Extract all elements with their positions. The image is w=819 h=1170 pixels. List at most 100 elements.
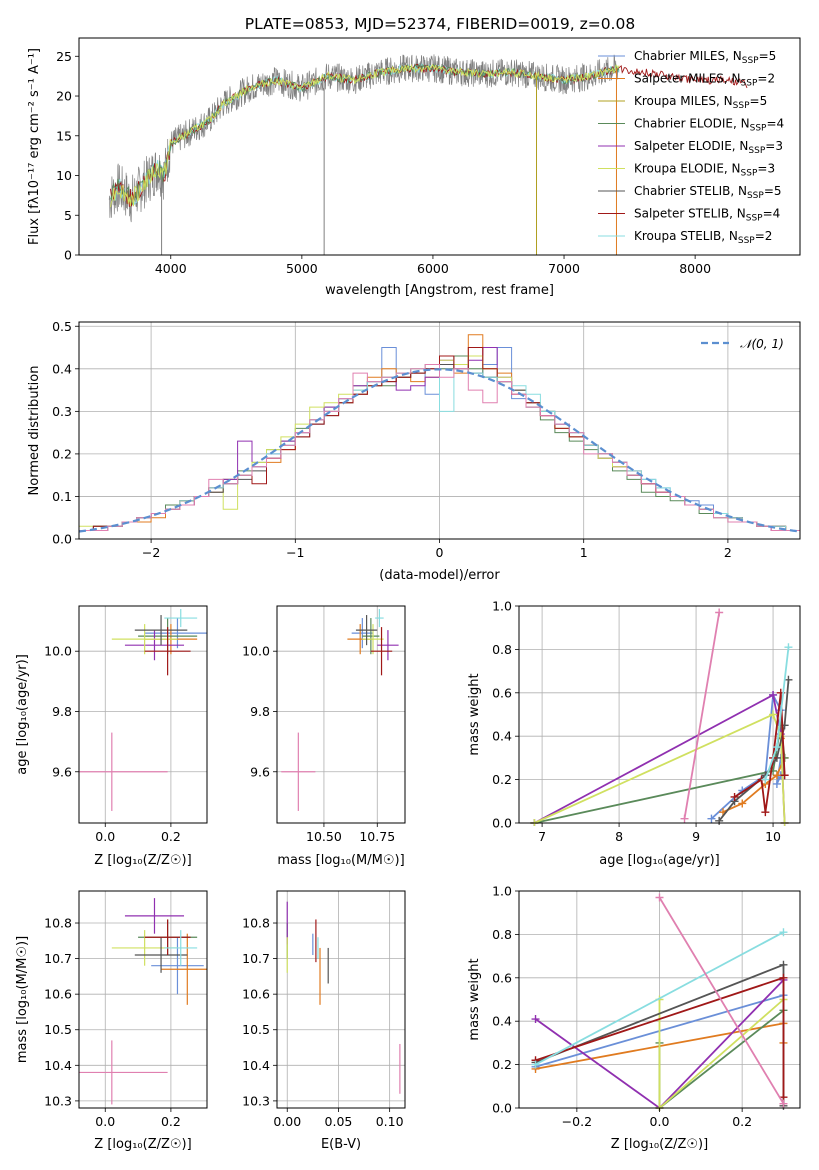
axes-frame bbox=[78, 605, 208, 824]
axes-frame bbox=[78, 890, 208, 1109]
mass-weight-marker bbox=[772, 771, 781, 780]
y-axis-label: age [log₁₀(age/yr)] bbox=[15, 654, 30, 775]
errorbar-point bbox=[134, 615, 188, 646]
x-tick-label: −0.2 bbox=[562, 1114, 592, 1129]
x-tick-label: 9 bbox=[692, 829, 700, 844]
x-axis-label: Z [log₁₀(Z/Z☉)] bbox=[611, 1137, 708, 1152]
y-tick-label: 10 bbox=[56, 168, 72, 183]
errorbar-area bbox=[286, 901, 401, 1094]
x-axis-label: (data-model)/error bbox=[379, 568, 500, 583]
y-tick-label: 10.7 bbox=[44, 951, 72, 966]
mass-weight-vs-age-panel: 7 8 9 10 0.0 0.2 0.4 0.6 0.8 1.0 age [log₁₀(age/yr… bbox=[467, 599, 801, 868]
x-tick-label: −2 bbox=[142, 545, 160, 560]
mass-weight-marker bbox=[655, 893, 664, 902]
y-tick-label: 10.8 bbox=[44, 916, 72, 931]
x-tick-label: 0.10 bbox=[376, 1114, 404, 1129]
legend-entry: Kroupa MILES, NSSP=5 bbox=[634, 94, 767, 111]
line-area bbox=[530, 608, 793, 826]
y-tick-label: 0.4 bbox=[492, 729, 512, 744]
mass-weight-marker bbox=[761, 808, 770, 817]
x-tick-label: 10.75 bbox=[359, 829, 395, 844]
errorbar-point bbox=[124, 630, 185, 661]
y-tick-label: 0.2 bbox=[492, 1057, 512, 1072]
y-tick-label: 10.8 bbox=[242, 916, 270, 931]
y-tick-label: 9.6 bbox=[250, 764, 270, 779]
y-tick-label: 10.5 bbox=[44, 1022, 72, 1037]
errorbar-area bbox=[281, 609, 399, 811]
mass-weight-marker bbox=[738, 799, 747, 808]
y-tick-label: 0.0 bbox=[492, 1101, 512, 1116]
mass-weight-marker bbox=[531, 1060, 540, 1069]
errorbar-point bbox=[375, 609, 384, 628]
y-axis-label: Flux [fλ10⁻¹⁷ erg cm⁻² s⁻¹ A⁻¹] bbox=[27, 48, 42, 245]
x-tick-label: −1 bbox=[286, 545, 304, 560]
mass-weight-line bbox=[658, 897, 785, 1105]
y-tick-label: 10.4 bbox=[242, 1058, 270, 1073]
x-tick-label: 5000 bbox=[286, 261, 318, 276]
mass-weight-line bbox=[534, 725, 786, 824]
errorbar-point bbox=[161, 933, 207, 1005]
y-tick-label: 1.0 bbox=[492, 599, 512, 614]
x-tick-label: 10.50 bbox=[306, 829, 342, 844]
x-tick-label: 8000 bbox=[679, 261, 711, 276]
y-tick-label: 10.3 bbox=[242, 1093, 270, 1108]
legend-entry: Salpeter MILES, NSSP=2 bbox=[634, 72, 775, 89]
mass-weight-marker bbox=[769, 710, 778, 719]
histogram-legend: 𝒩(0, 1) bbox=[701, 337, 784, 351]
y-tick-label: 10.7 bbox=[242, 951, 270, 966]
x-tick-label: 4000 bbox=[155, 261, 187, 276]
x-tick-label: 0.0 bbox=[95, 1114, 115, 1129]
errorbar-point bbox=[151, 937, 204, 995]
errorbar-point bbox=[362, 618, 380, 655]
spectrum-legend: Chabrier MILES, NSSP=5 Salpeter MILES, NS… bbox=[598, 49, 784, 246]
figure-title: PLATE=0853, MJD=52374, FIBERID=0019, z=0… bbox=[245, 15, 635, 33]
axes-frame bbox=[276, 890, 406, 1109]
mass-weight-line bbox=[658, 998, 785, 1110]
y-tick-label: 0.2 bbox=[52, 446, 72, 461]
legend-entry: Kroupa ELODIE, NSSP=3 bbox=[634, 162, 775, 179]
mass-weight-marker bbox=[779, 960, 788, 969]
y-tick-label: 25 bbox=[56, 49, 72, 64]
x-tick-label: 1 bbox=[580, 545, 588, 560]
y-tick-label: 20 bbox=[56, 89, 72, 104]
axes-frame bbox=[276, 605, 406, 824]
histogram-area bbox=[79, 334, 800, 539]
y-tick-label: 0.8 bbox=[492, 927, 512, 942]
mass-weight-marker bbox=[531, 1015, 540, 1024]
mass-vs-ebv-panel: 0.00 0.05 0.10 10.3 10.4 10.5 10.6 10.7 10.8 E(B-… bbox=[242, 890, 406, 1152]
x-tick-label: 0.2 bbox=[161, 829, 181, 844]
legend-entry: 𝒩(0, 1) bbox=[740, 337, 784, 351]
errorbar-point bbox=[111, 624, 178, 655]
legend-entry: Salpeter ELODIE, NSSP=3 bbox=[634, 139, 783, 156]
errorbar-point bbox=[164, 930, 198, 966]
x-tick-label: 6000 bbox=[417, 261, 449, 276]
errorbar-point bbox=[351, 618, 373, 649]
errorbar-point bbox=[370, 627, 393, 676]
mass-weight-marker bbox=[730, 792, 739, 801]
x-tick-label: 8 bbox=[615, 829, 623, 844]
mass-weight-vs-metallicity-panel: −0.2 0.0 0.2 0.0 0.2 0.4 0.6 0.8 1.0 Z [log₁₀(Z/Z… bbox=[467, 884, 801, 1152]
x-tick-label: 7000 bbox=[548, 261, 580, 276]
mass-weight-line bbox=[533, 693, 786, 824]
y-tick-label: 10.3 bbox=[44, 1093, 72, 1108]
y-tick-label: 1.0 bbox=[492, 884, 512, 899]
errorbar-point bbox=[134, 937, 188, 973]
x-tick-label: 10 bbox=[765, 829, 781, 844]
y-tick-label: 10.5 bbox=[242, 1022, 270, 1037]
errorbar-point bbox=[281, 732, 316, 811]
x-tick-label: 0.2 bbox=[161, 1114, 181, 1129]
age-vs-mass-panel: 10.50 10.75 9.6 9.8 10.0 mass [log₁₀(M/M☉)] bbox=[242, 605, 406, 868]
y-axis-label: mass [log₁₀(M/M☉)] bbox=[15, 936, 30, 1063]
errorbar-point bbox=[355, 615, 378, 646]
y-tick-label: 10.6 bbox=[44, 987, 72, 1002]
mass-weight-marker bbox=[784, 675, 793, 684]
axes-frame bbox=[78, 37, 801, 256]
mass-weight-marker bbox=[715, 608, 724, 617]
y-tick-label: 0.0 bbox=[52, 532, 72, 547]
y-axis-label: mass weight bbox=[467, 958, 482, 1040]
x-tick-label: 0 bbox=[436, 545, 444, 560]
y-tick-label: 0.1 bbox=[52, 489, 72, 504]
x-axis-label: mass [log₁₀(M/M☉)] bbox=[277, 853, 404, 868]
x-axis-label: Z [log₁₀(Z/Z☉)] bbox=[94, 1137, 191, 1152]
y-tick-label: 0.5 bbox=[52, 319, 72, 334]
